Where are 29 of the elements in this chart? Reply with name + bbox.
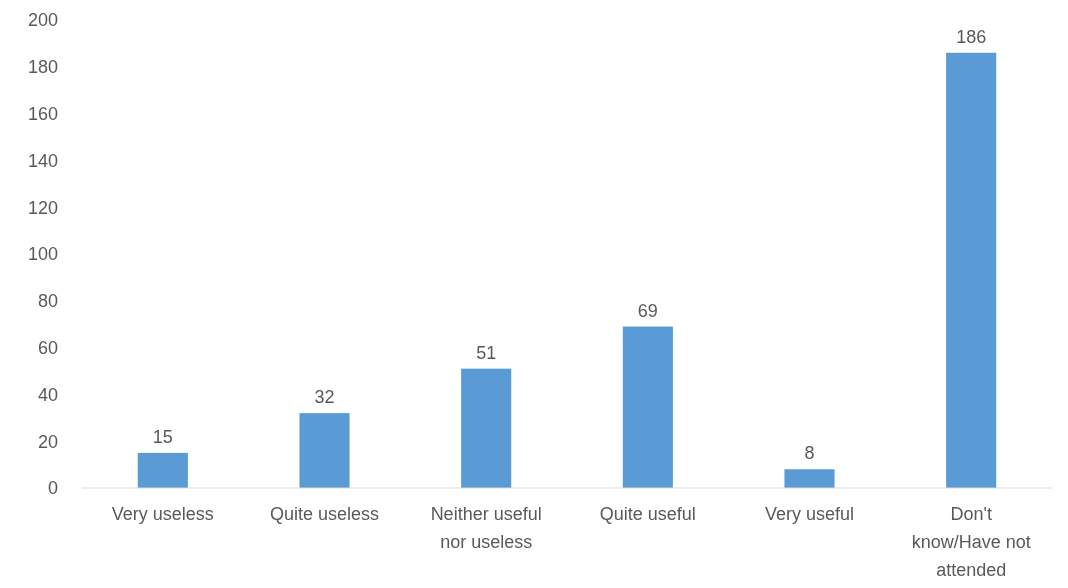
y-tick-label: 140 — [27, 150, 58, 171]
bar — [299, 413, 350, 488]
x-tick-label: Don't know/Have not attended — [911, 504, 1031, 580]
bar — [137, 452, 188, 488]
bar — [622, 326, 673, 488]
bar — [784, 469, 835, 488]
bar — [946, 52, 997, 488]
data-label: 32 — [314, 387, 335, 408]
y-tick-label: 40 — [37, 384, 58, 405]
y-tick-label: 200 — [27, 10, 58, 31]
x-tick-label: Neither useful nor useless — [430, 504, 542, 552]
data-label: 69 — [637, 300, 658, 321]
x-tick-label: Very useless — [111, 504, 214, 524]
x-tick-label: Very useful — [764, 504, 855, 524]
y-tick-label: 100 — [27, 244, 58, 265]
bar — [461, 368, 512, 488]
data-label: 186 — [956, 26, 987, 47]
x-tick-label: Quite useless — [269, 504, 380, 524]
y-tick-label: 160 — [27, 103, 58, 124]
data-label: 51 — [476, 342, 497, 363]
y-tick-label: 120 — [27, 197, 58, 218]
y-tick-label: 20 — [37, 431, 58, 452]
y-tick-label: 80 — [37, 291, 58, 312]
x-tick-label: Quite useful — [599, 504, 696, 524]
y-tick-label: 0 — [47, 478, 58, 499]
y-tick-label: 60 — [37, 337, 58, 358]
data-label: 8 — [804, 443, 815, 464]
data-label: 15 — [152, 426, 173, 447]
y-tick-label: 180 — [27, 57, 58, 78]
